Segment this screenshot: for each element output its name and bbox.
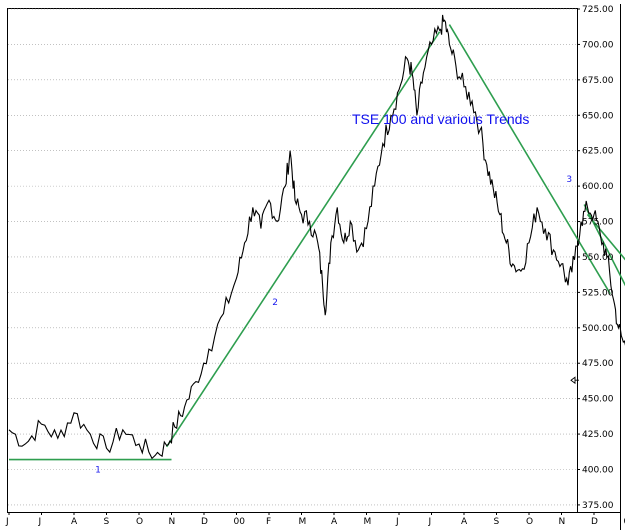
y-tick-label: 375.00 [582, 501, 614, 511]
trend-label: 3 [566, 175, 572, 185]
y-tick-label: 725.00 [582, 5, 614, 15]
y-tick-label: 675.00 [582, 76, 614, 86]
x-tick-label: S [104, 517, 110, 527]
current-price-arrow [570, 376, 579, 385]
x-tick-label: J [395, 517, 399, 527]
current-price-marker [570, 376, 579, 385]
x-tick-label: A [331, 517, 338, 527]
y-tick-label: 575.00 [582, 218, 614, 228]
x-tick-label: D [201, 517, 208, 527]
y-tick-label: 650.00 [582, 111, 614, 121]
y-tick-label: 600.00 [582, 182, 614, 192]
x-tick-label: N [169, 517, 176, 527]
trendline [165, 31, 441, 448]
x-tick-label: N [559, 517, 566, 527]
x-tick-label: A [461, 517, 468, 527]
y-tick-label: 550.00 [582, 253, 614, 263]
y-tick-label: 625.00 [582, 147, 614, 157]
y-tick-label: 475.00 [582, 359, 614, 369]
y-tick-label: 450.00 [582, 395, 614, 405]
trend-label: 1 [95, 465, 101, 475]
x-tick-label: F [266, 517, 271, 527]
x-tick-label: M [364, 517, 372, 527]
x-tick-label: 00 [234, 517, 246, 527]
x-tick-label: O [526, 517, 533, 527]
y-tick-label: 425.00 [582, 430, 614, 440]
y-tick-label: 700.00 [582, 40, 614, 50]
trendline [586, 213, 625, 261]
x-tick-label: S [494, 517, 500, 527]
x-tick-label: O [136, 517, 143, 527]
y-tick-label: 525.00 [582, 288, 614, 298]
y-axis-ticks: 375.00 400.00 425.00 450.00 475.00 500.00 525.… [577, 5, 614, 511]
trend-label: 2 [272, 298, 278, 308]
y-tick-label: 400.00 [582, 465, 614, 475]
trend-annotations: 123456 [95, 175, 572, 475]
trendline [448, 24, 611, 295]
chart-title: TSE 100 and various Trends [352, 111, 529, 127]
x-tick-label: J [5, 517, 9, 527]
x-tick-label: 01 [624, 517, 625, 527]
plot-frame [7, 8, 578, 513]
price-series-line [8, 14, 625, 460]
x-tick-label: A [71, 517, 78, 527]
x-tick-label: D [591, 517, 598, 527]
x-tick-label: M [299, 517, 307, 527]
x-tick-label: J [428, 517, 432, 527]
y-tick-label: 500.00 [582, 324, 614, 334]
x-tick-label: J [38, 517, 42, 527]
x-axis-ticks: JJASOND00FMAMJJASOND01FMAMJJASOND02F [5, 512, 625, 527]
